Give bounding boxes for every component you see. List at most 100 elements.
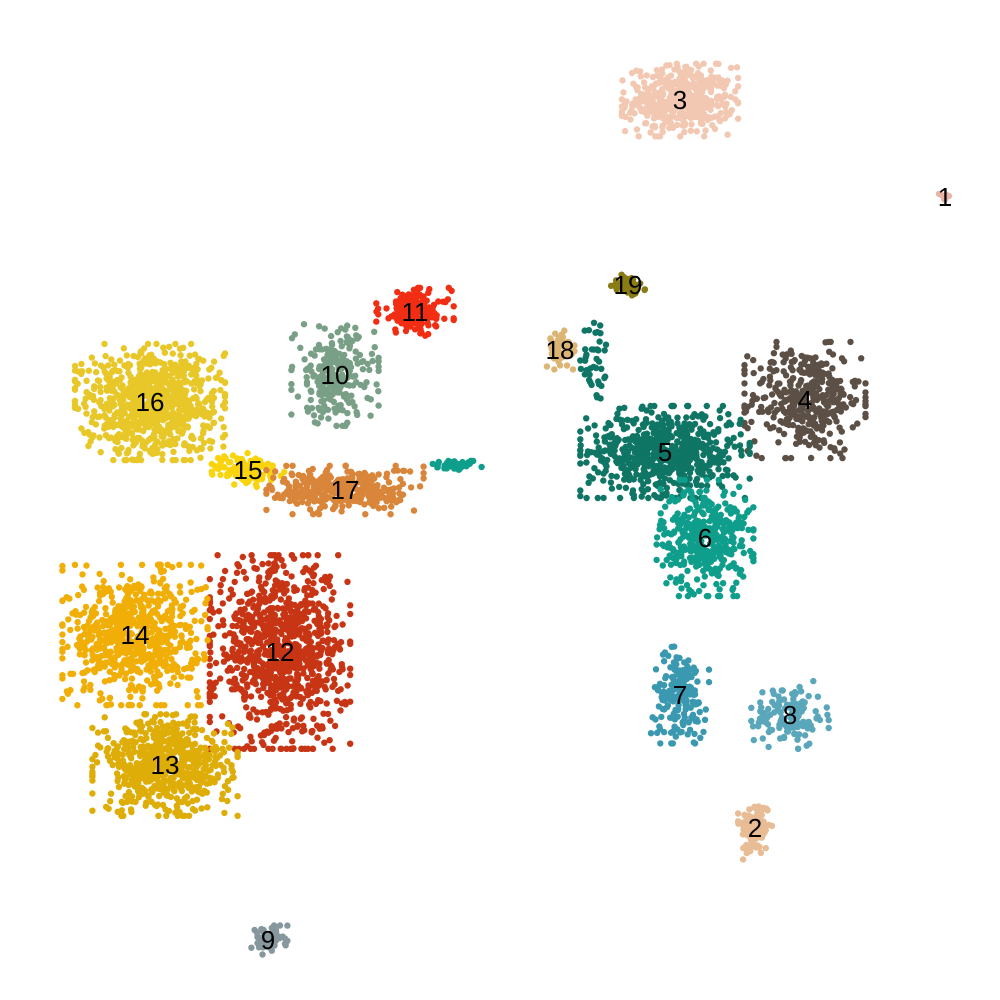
- point-cluster-12: [238, 686, 245, 693]
- point-cluster-3: [699, 115, 706, 122]
- point-cluster-3: [665, 78, 672, 85]
- point-cluster-14: [74, 702, 81, 709]
- point-cluster-4: [758, 454, 765, 462]
- point-cluster-4: [757, 365, 764, 372]
- point-cluster-13: [114, 777, 121, 785]
- point-cluster-7: [689, 711, 697, 718]
- point-cluster-12: [261, 680, 268, 688]
- point-cluster-10: [352, 324, 359, 331]
- point-cluster-12: [267, 566, 275, 574]
- point-cluster-12: [287, 600, 294, 608]
- point-cluster-3: [618, 112, 626, 120]
- point-cluster-13: [155, 731, 162, 738]
- point-cluster-12: [271, 695, 278, 703]
- point-cluster-12: [324, 610, 332, 617]
- point-cluster-4: [756, 408, 763, 415]
- point-cluster-10: [301, 356, 308, 363]
- point-cluster-13: [156, 780, 163, 787]
- point-cluster-3: [647, 98, 654, 105]
- point-cluster-13: [89, 807, 96, 814]
- point-cluster-4: [767, 425, 774, 432]
- point-cluster-4: [809, 385, 817, 392]
- point-cluster-12: [257, 616, 264, 623]
- point-cluster-12: [235, 648, 243, 655]
- point-cluster-10: [351, 403, 358, 410]
- point-cluster-5: [594, 469, 602, 476]
- point-cluster-10: [371, 344, 378, 351]
- point-cluster-12: [255, 647, 263, 654]
- point-cluster-12: [331, 722, 339, 730]
- point-cluster-12: [335, 552, 342, 559]
- point-cluster-14: [102, 611, 110, 618]
- point-cluster-12: [296, 610, 304, 618]
- point-cluster-4: [792, 440, 800, 447]
- point-cluster-13: [173, 795, 181, 802]
- point-cluster-3: [711, 125, 719, 133]
- point-cluster-6: [667, 561, 675, 568]
- point-cluster-4: [838, 355, 846, 362]
- point-cluster-14: [156, 561, 164, 568]
- point-cluster-4: [813, 425, 820, 432]
- point-cluster-10: [325, 415, 332, 422]
- point-cluster-4: [760, 394, 767, 402]
- point-cluster-14: [194, 693, 201, 701]
- point-cluster-4: [773, 343, 780, 351]
- point-cluster-6: [675, 516, 682, 523]
- point-cluster-4: [771, 399, 778, 407]
- point-cluster-5: [583, 494, 590, 502]
- point-cluster-12: [236, 598, 243, 606]
- point-cluster-10: [341, 351, 348, 359]
- point-cluster-13: [89, 790, 96, 797]
- point-cluster-13: [115, 783, 123, 791]
- point-cluster-13: [193, 725, 200, 733]
- point-extra-1: [585, 327, 593, 334]
- point-cluster-12: [315, 673, 322, 680]
- point-cluster-14: [194, 655, 201, 662]
- point-cluster-14: [102, 605, 109, 612]
- point-cluster-2: [741, 811, 748, 818]
- point-cluster-4: [807, 454, 815, 462]
- point-cluster-12: [231, 685, 239, 693]
- point-cluster-5: [683, 414, 690, 421]
- point-cluster-14: [65, 616, 72, 623]
- point-cluster-12: [308, 728, 315, 735]
- point-cluster-14: [59, 672, 66, 679]
- point-cluster-4: [788, 358, 795, 366]
- point-cluster-4: [837, 450, 844, 457]
- point-cluster-12: [265, 560, 272, 567]
- point-cluster-13: [107, 798, 114, 805]
- point-cluster-14: [171, 596, 178, 603]
- point-cluster-12: [329, 666, 337, 673]
- point-cluster-13: [149, 718, 156, 725]
- point-cluster-3: [659, 78, 666, 85]
- point-cluster-13: [194, 747, 201, 755]
- point-cluster-11: [441, 315, 448, 322]
- point-cluster-12: [255, 578, 263, 585]
- point-cluster-14: [117, 561, 125, 568]
- point-cluster-14: [127, 599, 135, 606]
- point-cluster-13: [225, 744, 233, 751]
- point-cluster-3: [619, 77, 626, 84]
- point-cluster-6: [701, 573, 708, 580]
- point-cluster-3: [658, 66, 666, 73]
- point-cluster-13: [124, 738, 131, 746]
- point-cluster-12: [307, 698, 314, 706]
- point-cluster-4: [858, 355, 865, 362]
- point-cluster-2: [755, 827, 762, 834]
- point-cluster-4: [817, 378, 824, 385]
- point-cluster-6: [728, 547, 735, 554]
- point-cluster-5: [645, 494, 652, 502]
- point-cluster-10: [346, 336, 354, 344]
- point-cluster-4: [775, 439, 782, 446]
- point-cluster-6: [699, 509, 706, 516]
- point-cluster-14: [202, 600, 209, 607]
- point-cluster-6: [737, 566, 745, 574]
- point-cluster-5: [608, 472, 615, 480]
- point-cluster-2: [752, 844, 760, 851]
- point-cluster-11: [383, 305, 390, 312]
- point-cluster-11: [392, 326, 399, 333]
- point-cluster-6: [674, 496, 682, 503]
- point-cluster-13: [142, 711, 150, 718]
- point-cluster-3: [659, 113, 666, 120]
- point-cluster-12: [330, 637, 338, 644]
